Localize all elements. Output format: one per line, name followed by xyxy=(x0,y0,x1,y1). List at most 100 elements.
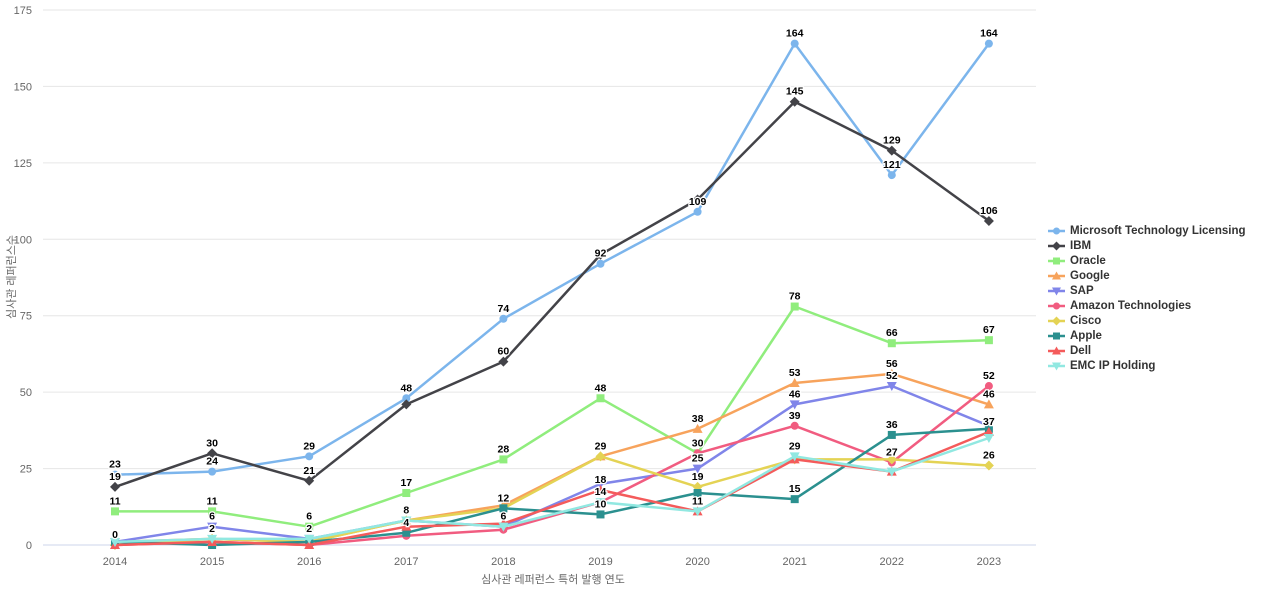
point-oracle-2018[interactable] xyxy=(499,455,508,464)
legend: Microsoft Technology Licensing IBM Oracle G… xyxy=(1048,223,1246,373)
point-ibm-2022[interactable] xyxy=(886,145,897,156)
label-oracle-2019: 48 xyxy=(595,382,607,394)
point-apple-2019[interactable] xyxy=(596,510,605,519)
label-cisco-2023: 26 xyxy=(983,450,995,462)
legend-item-google[interactable]: Google xyxy=(1048,268,1246,283)
point-oracle-2015[interactable] xyxy=(208,507,217,516)
point-ibm-2020[interactable] xyxy=(692,194,703,205)
legend-item-sap[interactable]: SAP xyxy=(1048,283,1246,298)
point-google-2021[interactable] xyxy=(789,377,800,387)
point-apple-2017[interactable] xyxy=(402,528,411,537)
legend-symbol-amazon-technologies[interactable] xyxy=(1053,302,1060,309)
point-google-2023[interactable] xyxy=(983,399,994,409)
point-oracle-2022[interactable] xyxy=(887,339,896,348)
point-emc-ip-holding-2014[interactable] xyxy=(110,537,120,547)
legend-symbol-oracle[interactable] xyxy=(1053,257,1060,264)
point-microsoft-technology-licensing-2020[interactable] xyxy=(693,207,702,216)
point-ibm-2014[interactable] xyxy=(110,481,120,492)
point-amazon-technologies-2023[interactable] xyxy=(984,382,993,391)
point-apple-2020[interactable] xyxy=(693,489,702,498)
legend-symbol-sap[interactable] xyxy=(1052,287,1061,295)
point-dell-2019[interactable] xyxy=(595,484,606,494)
legend-marker-microsoft-technology-licensing xyxy=(1048,227,1065,234)
legend-symbol-emc-ip-holding[interactable] xyxy=(1052,362,1061,370)
label-ibm-2021: 145 xyxy=(786,86,804,98)
series-sap xyxy=(110,382,994,547)
point-microsoft-technology-licensing-2014[interactable] xyxy=(111,470,119,479)
point-dell-2016[interactable] xyxy=(304,540,315,549)
point-emc-ip-holding-2017[interactable] xyxy=(401,516,412,526)
point-microsoft-technology-licensing-2023[interactable] xyxy=(984,39,993,48)
point-sap-2019[interactable] xyxy=(595,479,606,489)
point-emc-ip-holding-2020[interactable] xyxy=(692,507,703,517)
point-microsoft-technology-licensing-2022[interactable] xyxy=(887,171,896,180)
legend-item-cisco[interactable]: Cisco xyxy=(1048,313,1246,328)
legend-symbol-cisco[interactable] xyxy=(1052,316,1061,325)
point-amazon-technologies-2020[interactable] xyxy=(693,449,702,458)
point-emc-ip-holding-2023[interactable] xyxy=(983,434,994,443)
legend-item-microsoft-technology-licensing[interactable]: Microsoft Technology Licensing xyxy=(1048,223,1246,238)
legend-symbol-ibm[interactable] xyxy=(1052,241,1061,250)
point-oracle-2019[interactable] xyxy=(596,394,605,403)
legend-marker-google xyxy=(1048,271,1065,279)
point-ibm-2018[interactable] xyxy=(498,356,509,367)
y-tick-75: 75 xyxy=(20,311,32,323)
label-microsoft-technology-licensing-2022: 121 xyxy=(883,159,901,171)
point-google-2022[interactable] xyxy=(886,368,897,378)
point-emc-ip-holding-2021[interactable] xyxy=(789,452,800,462)
point-ibm-2017[interactable] xyxy=(401,399,412,410)
point-microsoft-technology-licensing-2017[interactable] xyxy=(402,394,411,403)
point-ibm-2016[interactable] xyxy=(304,475,315,486)
point-apple-2018[interactable] xyxy=(499,504,508,513)
point-oracle-2023[interactable] xyxy=(984,336,993,345)
point-ibm-2023[interactable] xyxy=(983,215,994,226)
legend-label: Apple xyxy=(1070,329,1102,342)
point-sap-2021[interactable] xyxy=(789,400,800,410)
point-emc-ip-holding-2019[interactable] xyxy=(595,498,606,508)
legend-item-ibm[interactable]: IBM xyxy=(1048,238,1246,253)
point-oracle-2014[interactable] xyxy=(111,507,119,516)
point-microsoft-technology-licensing-2015[interactable] xyxy=(208,467,217,476)
point-microsoft-technology-licensing-2018[interactable] xyxy=(499,314,508,323)
point-sap-2022[interactable] xyxy=(886,382,897,392)
legend-item-emc-ip-holding[interactable]: EMC IP Holding xyxy=(1048,358,1246,373)
legend-item-dell[interactable]: Dell xyxy=(1048,343,1246,358)
point-dell-2017[interactable] xyxy=(401,521,412,531)
legend-label: Microsoft Technology Licensing xyxy=(1070,224,1246,237)
point-cisco-2022[interactable] xyxy=(886,454,897,465)
legend-symbol-dell[interactable] xyxy=(1052,346,1061,354)
x-tick-2022: 2022 xyxy=(880,556,904,568)
point-cisco-2023[interactable] xyxy=(983,460,994,471)
point-apple-2022[interactable] xyxy=(887,430,896,439)
point-sap-2020[interactable] xyxy=(692,464,703,474)
point-dell-2023[interactable] xyxy=(983,426,994,436)
point-microsoft-technology-licensing-2021[interactable] xyxy=(790,39,799,48)
point-emc-ip-holding-2016[interactable] xyxy=(304,534,315,544)
point-cisco-2019[interactable] xyxy=(595,451,606,462)
legend-symbol-microsoft-technology-licensing[interactable] xyxy=(1053,227,1060,234)
point-amazon-technologies-2021[interactable] xyxy=(790,421,799,430)
point-sap-2015[interactable] xyxy=(207,522,218,532)
legend-item-oracle[interactable]: Oracle xyxy=(1048,253,1246,268)
point-oracle-2017[interactable] xyxy=(402,489,411,498)
point-emc-ip-holding-2018[interactable] xyxy=(498,522,509,532)
legend-symbol-google[interactable] xyxy=(1052,271,1061,279)
point-microsoft-technology-licensing-2016[interactable] xyxy=(305,452,314,461)
point-microsoft-technology-licensing-2019[interactable] xyxy=(596,259,605,268)
label-microsoft-technology-licensing-2018: 74 xyxy=(498,303,510,315)
legend-item-amazon-technologies[interactable]: Amazon Technologies xyxy=(1048,298,1246,313)
legend-symbol-apple[interactable] xyxy=(1053,332,1060,339)
point-emc-ip-holding-2022[interactable] xyxy=(886,467,897,477)
legend-item-apple[interactable]: Apple xyxy=(1048,328,1246,343)
point-oracle-2021[interactable] xyxy=(790,302,799,311)
point-ibm-2015[interactable] xyxy=(207,448,218,459)
legend-marker-ibm xyxy=(1048,241,1065,250)
point-emc-ip-holding-2015[interactable] xyxy=(207,534,218,544)
point-apple-2021[interactable] xyxy=(790,495,799,504)
point-ibm-2019[interactable] xyxy=(595,249,606,260)
point-google-2020[interactable] xyxy=(692,423,703,433)
point-ibm-2021[interactable] xyxy=(789,96,800,107)
point-oracle-2016[interactable] xyxy=(305,522,314,531)
legend-marker-sap xyxy=(1048,287,1065,295)
label-dell-2019: 18 xyxy=(595,474,607,486)
